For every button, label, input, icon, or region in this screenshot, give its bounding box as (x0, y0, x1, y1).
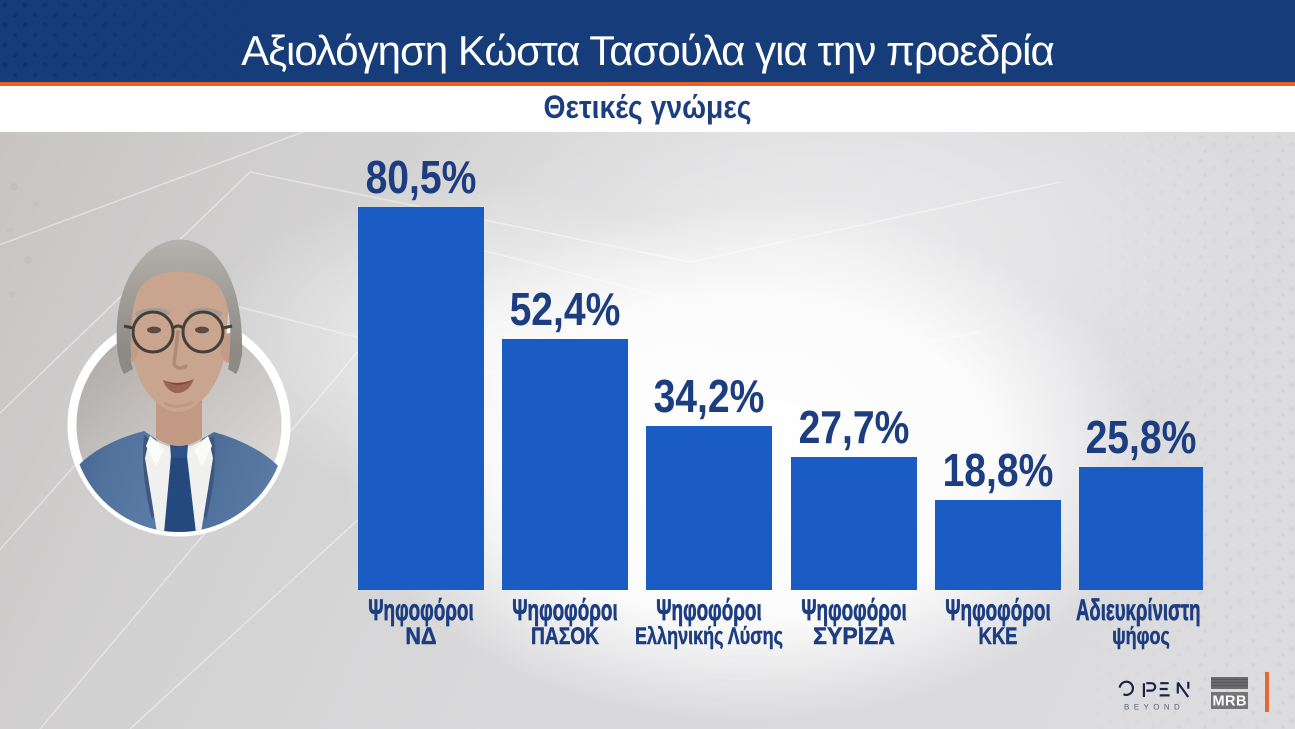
svg-text:MRB: MRB (1212, 693, 1246, 709)
svg-text:BEYOND: BEYOND (1124, 702, 1184, 711)
